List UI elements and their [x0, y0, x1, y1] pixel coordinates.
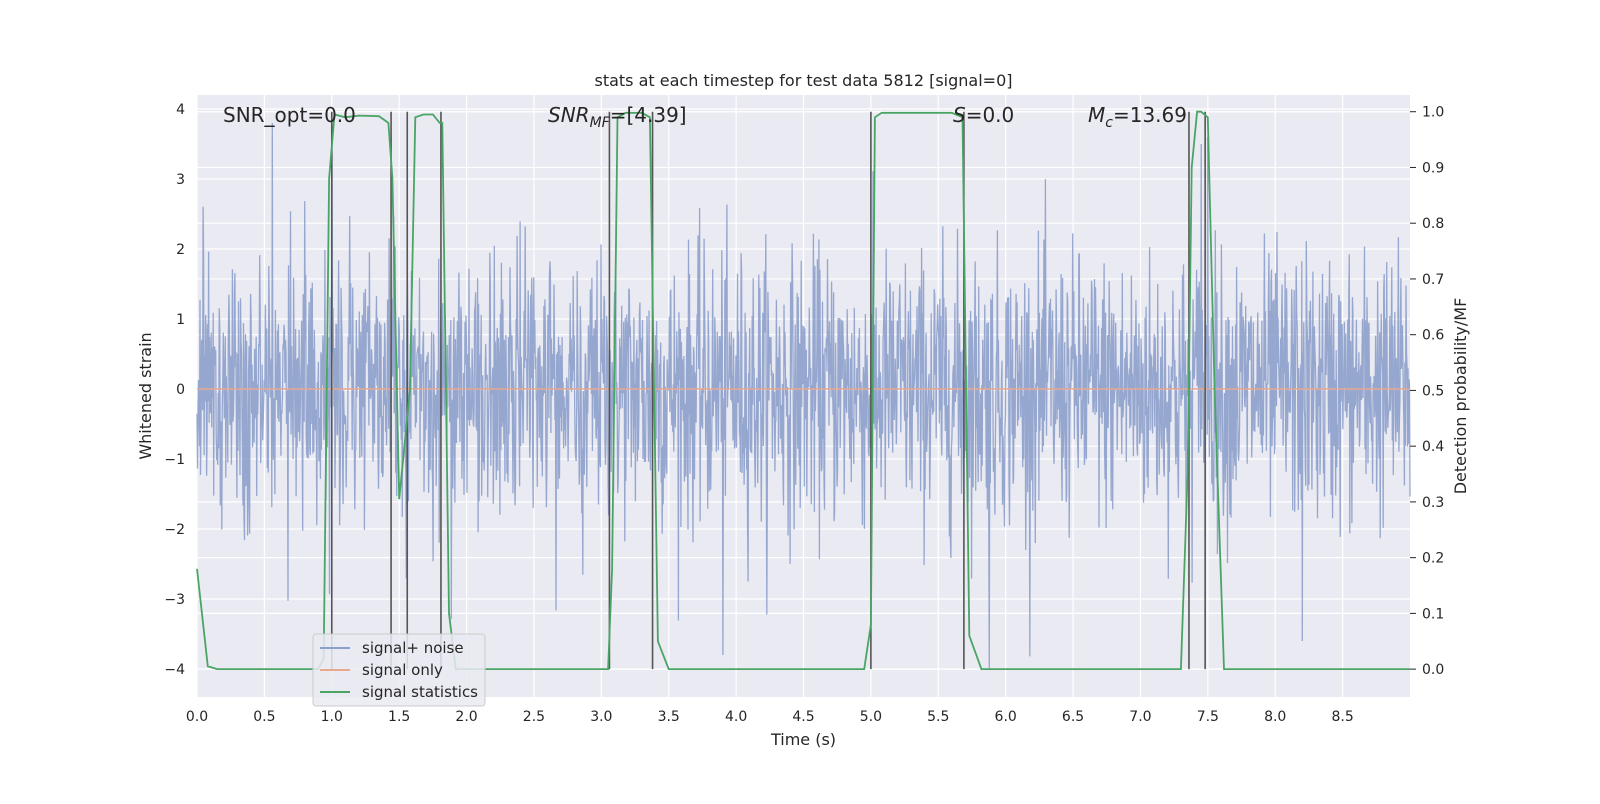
x-tick-label: 7.5 [1197, 709, 1219, 725]
x-tick-label: 1.5 [388, 709, 410, 725]
annotation-snr-mf-sub: MF [590, 115, 611, 131]
legend-label-signal-only: signal only [362, 661, 443, 679]
y2-tick-label: 0.8 [1422, 216, 1444, 232]
y2-tick-label: 0.2 [1422, 551, 1444, 567]
x-tick-label: 4.5 [792, 709, 814, 725]
x-tick-label: 8.5 [1331, 709, 1353, 725]
y-tick-label: 3 [176, 172, 185, 188]
x-tick-label: 0.0 [186, 709, 208, 725]
y2-tick-label: 0.0 [1422, 662, 1444, 678]
signal-noise-line [196, 122, 1411, 670]
annotation-s: S=0.0 [953, 103, 1014, 127]
legend: signal+ noise signal only signal statist… [312, 633, 486, 707]
y-tick-label: −2 [164, 522, 185, 538]
y2-tick-label: 0.9 [1422, 160, 1444, 176]
vertical-markers [330, 111, 1206, 670]
y2-tick-label: 1.0 [1422, 105, 1444, 121]
y-tick-label: 0 [176, 382, 185, 398]
y-axis-label: Whitened strain [136, 332, 155, 459]
axes: 0.0 0.5 1.0 1.5 2.0 2.5 3.0 3.5 4.0 4.5 5.0 5.5 6.0 6… [164, 102, 1444, 725]
x-tick-label: 6.5 [1062, 709, 1084, 725]
y2-tick-label: 0.7 [1422, 272, 1444, 288]
y-tick-label: 4 [176, 102, 185, 118]
y2-tick-label: 0.1 [1422, 606, 1444, 622]
annotation-mc: Mc=13.69 [1088, 103, 1187, 131]
x-tick-label: 6.0 [995, 709, 1017, 725]
x-tick-label: 5.0 [860, 709, 882, 725]
annotation-mc-sub: c [1105, 115, 1113, 131]
legend-box [312, 633, 486, 707]
x-tick-label: 0.5 [253, 709, 275, 725]
y2-tick-label: 0.3 [1422, 495, 1444, 511]
y-tick-label: −4 [164, 662, 185, 678]
x-tick-label: 3.0 [590, 709, 612, 725]
annotation-mc-value: =13.69 [1113, 103, 1187, 127]
signal-statistics-line [196, 110, 1410, 670]
series-signal-noise [196, 122, 1411, 670]
legend-label-signal-noise: signal+ noise [362, 639, 464, 657]
annotation-mc-main: M [1088, 103, 1105, 127]
x-axis-label: Time (s) [770, 730, 836, 749]
x-tick-label: 5.5 [927, 709, 949, 725]
annotation-s-main: S [953, 103, 966, 127]
x-tick-label: 3.5 [658, 709, 680, 725]
x-tick-label: 7.0 [1129, 709, 1151, 725]
y-tick-label: −3 [164, 592, 185, 608]
annotation-s-value: =0.0 [966, 103, 1015, 127]
y2-tick-label: 0.5 [1422, 383, 1444, 399]
y-tick-label: 1 [176, 312, 185, 328]
x-tick-label: 1.0 [321, 709, 343, 725]
annotation-snr-opt: SNR_opt=0.0 [223, 103, 356, 127]
annotation-snr-mf-value: =[4.39] [610, 103, 687, 127]
series-signal-statistics [196, 110, 1410, 670]
y-tick-label: 2 [176, 242, 185, 258]
x-tick-label: 2.5 [523, 709, 545, 725]
y2-tick-label: 0.4 [1422, 439, 1444, 455]
y2-axis-label: Detection probability/MF [1451, 298, 1470, 495]
x-tick-label: 2.0 [455, 709, 477, 725]
chart-title: stats at each timestep for test data 581… [594, 71, 1012, 90]
x-tick-label: 4.0 [725, 709, 747, 725]
annotation-snr-mf: SNRMF=[4.39] [548, 103, 687, 131]
annotation-snr-mf-main: SNR [548, 103, 590, 127]
y-tick-label: −1 [164, 452, 185, 468]
legend-label-signal-statistics: signal statistics [362, 683, 478, 701]
x-tick-label: 8.0 [1264, 709, 1286, 725]
y2-tick-label: 0.6 [1422, 328, 1444, 344]
